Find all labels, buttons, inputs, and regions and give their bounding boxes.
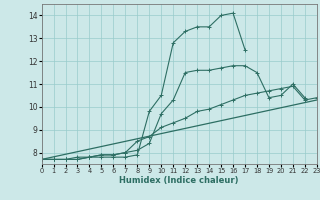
X-axis label: Humidex (Indice chaleur): Humidex (Indice chaleur) xyxy=(119,176,239,185)
